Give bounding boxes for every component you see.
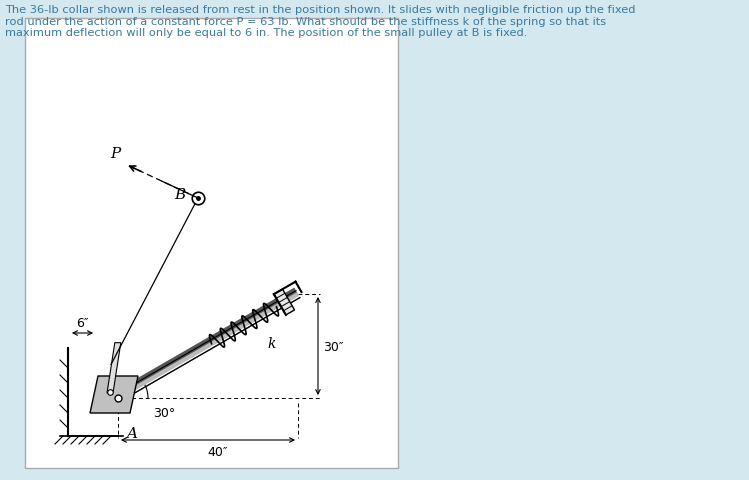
Text: 30″: 30″ bbox=[323, 340, 344, 353]
Text: B: B bbox=[174, 188, 185, 202]
Polygon shape bbox=[107, 343, 121, 393]
Text: A: A bbox=[126, 426, 137, 440]
FancyBboxPatch shape bbox=[25, 19, 398, 468]
Text: P: P bbox=[110, 147, 121, 161]
Text: 40″: 40″ bbox=[207, 445, 228, 458]
Text: 6″: 6″ bbox=[76, 316, 88, 329]
Text: 30°: 30° bbox=[153, 406, 175, 419]
Polygon shape bbox=[274, 289, 294, 315]
Polygon shape bbox=[90, 376, 138, 413]
Text: k: k bbox=[267, 336, 276, 350]
Text: The 36-lb collar shown is released from rest in the position shown. It slides wi: The 36-lb collar shown is released from … bbox=[5, 5, 635, 38]
